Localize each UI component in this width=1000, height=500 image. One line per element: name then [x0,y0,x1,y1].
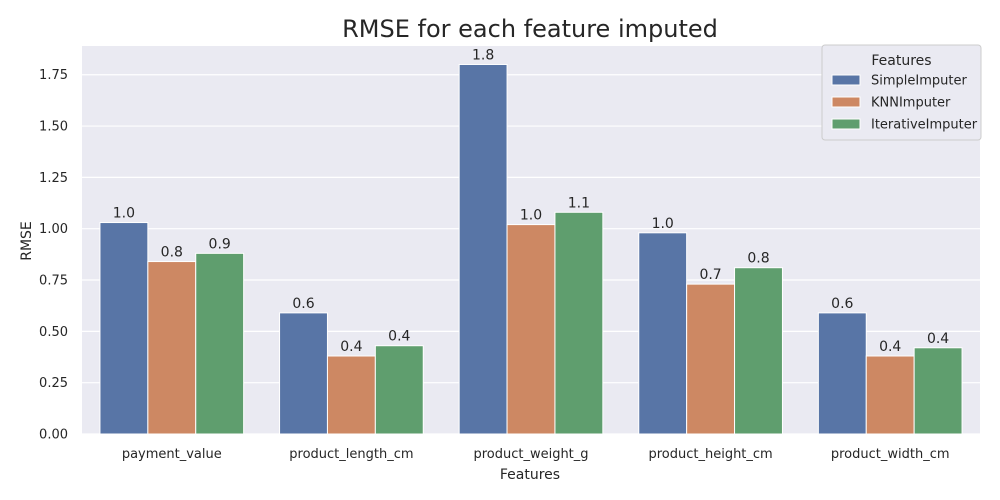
legend-label: SimpleImputer [871,74,967,89]
bar [195,252,245,435]
bar [506,224,556,435]
x-tick-label: product_height_cm [648,447,772,462]
bar-value-label: 0.9 [209,236,231,252]
bar [913,347,963,435]
y-tick-label: 0.50 [39,325,68,340]
bar-value-label: 0.4 [340,339,362,355]
bar-value-label: 1.8 [472,47,494,63]
bar [458,63,508,435]
bar-value-label: 1.0 [652,216,674,232]
legend-items: SimpleImputer KNNImputer IterativeImputer [831,74,978,133]
bar [147,261,197,435]
bar [734,267,783,435]
bar-value-label: 1.0 [520,208,542,224]
y-tick-label: 0.75 [39,274,68,289]
bar-value-label: 0.8 [747,251,769,267]
x-axis-label: Features [500,467,560,483]
y-tick-label: 1.00 [39,222,68,237]
bars: 1.0 0.8 0.9 0.6 0.4 0.4 1.8 1.0 1.1 1.0 0.7 0.8 0.6 0… [99,47,963,435]
x-tick-label: product_length_cm [289,447,413,462]
x-axis-ticks: payment_value product_length_cm product_we… [122,447,950,462]
bar-value-label: 0.8 [161,245,183,261]
bar [817,312,867,435]
y-tick-label: 1.50 [39,120,68,135]
y-tick-label: 0.00 [39,428,68,443]
y-tick-label: 0.25 [39,376,68,391]
bar-value-label: 0.4 [388,329,410,345]
bar [326,355,376,435]
legend-swatch [831,74,861,86]
bar-value-label: 1.0 [113,206,135,222]
bar [686,283,736,435]
x-tick-label: payment_value [122,447,222,462]
bar-value-label: 0.7 [699,267,721,283]
bar-value-label: 0.4 [879,339,901,355]
legend: Features SimpleImputer KNNImputer Iterativ… [821,44,982,141]
bar [554,211,604,435]
bar [374,345,424,435]
y-tick-label: 1.75 [39,68,68,83]
bar [99,222,149,435]
legend-swatch [831,118,861,130]
bar [865,355,915,435]
bar [279,312,328,435]
bar-value-label: 0.6 [292,296,314,312]
y-axis-label: RMSE [19,221,35,261]
legend-swatch [831,96,861,108]
bar [638,232,688,435]
chart-title: RMSE for each feature imputed [342,15,718,43]
legend-label: IterativeImputer [871,118,978,133]
bar-value-label: 0.4 [927,331,949,347]
y-tick-label: 1.25 [39,171,68,186]
legend-box [821,44,982,141]
y-axis-ticks: 0.00 0.25 0.50 0.75 1.00 1.25 1.50 1.75 [39,68,68,442]
legend-label: KNNImputer [871,96,951,111]
bar-value-label: 0.6 [831,296,853,312]
legend-title: Features [871,53,931,69]
x-tick-label: product_weight_g [473,447,588,462]
x-tick-label: product_width_cm [831,447,950,462]
bar-value-label: 1.1 [568,195,590,211]
